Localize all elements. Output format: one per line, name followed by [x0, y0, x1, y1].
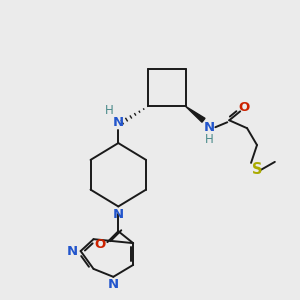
Text: N: N: [204, 121, 215, 134]
Text: O: O: [95, 238, 106, 250]
Text: N: N: [113, 208, 124, 221]
Text: O: O: [238, 101, 250, 114]
Text: H: H: [205, 133, 214, 146]
Polygon shape: [186, 106, 205, 122]
Text: N: N: [113, 116, 124, 129]
Text: S: S: [252, 162, 262, 177]
Text: N: N: [108, 278, 119, 291]
Text: H: H: [105, 104, 114, 117]
Text: N: N: [67, 244, 78, 258]
